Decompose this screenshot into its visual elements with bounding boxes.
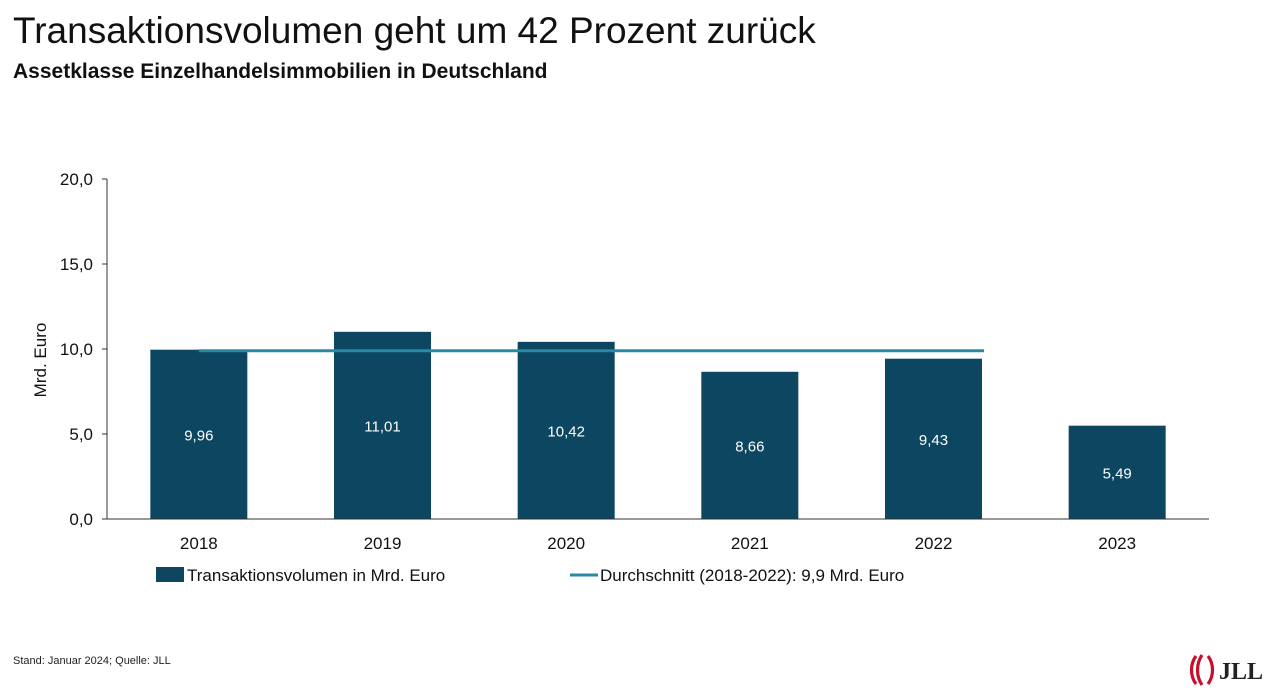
jll-logo-text: JLL: [1219, 659, 1263, 685]
source-note: Stand: Januar 2024; Quelle: JLL: [13, 655, 171, 667]
x-tick-label: 2022: [915, 534, 953, 553]
bar-2020: [517, 341, 615, 519]
jll-logo: JLL: [1189, 654, 1263, 686]
bar-2018: [150, 349, 248, 519]
bar-value-label: 9,96: [184, 427, 213, 444]
y-axis-label: Mrd. Euro: [31, 323, 50, 398]
y-tick-label: 5,0: [69, 425, 93, 444]
bar-2023: [1068, 425, 1166, 519]
legend-label-line: Durchschnitt (2018-2022): 9,9 Mrd. Euro: [600, 566, 904, 585]
bar-value-label: 11,01: [364, 418, 400, 435]
bar-2019: [334, 331, 431, 519]
x-tick-label: 2020: [547, 534, 585, 553]
bar-value-label: 10,42: [547, 423, 585, 440]
y-tick-label: 0,0: [69, 510, 93, 529]
page-title: Transaktionsvolumen geht um 42 Prozent z…: [13, 10, 816, 51]
x-tick-label: 2018: [180, 534, 218, 553]
y-tick-label: 20,0: [60, 170, 93, 189]
bar-2021: [701, 371, 799, 519]
y-tick-label: 10,0: [60, 340, 93, 359]
legend-swatch-bar: [156, 567, 184, 582]
x-tick-label: 2019: [364, 534, 402, 553]
x-tick-label: 2021: [731, 534, 769, 553]
page-subtitle: Assetklasse Einzelhandelsimmobilien in D…: [13, 60, 548, 83]
legend-label-bar: Transaktionsvolumen in Mrd. Euro: [187, 566, 445, 585]
jll-logo-icon: [1189, 654, 1215, 686]
x-tick-label: 2023: [1098, 534, 1136, 553]
y-tick-label: 15,0: [60, 255, 93, 274]
bar-chart: 0,0 5,0 10,0 15,0 20,0 9,96 11,01 10,42 8,66 9,4…: [31, 170, 1209, 585]
bar-value-label: 5,49: [1103, 465, 1132, 482]
bar-2022: [885, 358, 982, 519]
bar-value-label: 8,66: [735, 438, 764, 455]
bar-value-label: 9,43: [919, 432, 948, 449]
